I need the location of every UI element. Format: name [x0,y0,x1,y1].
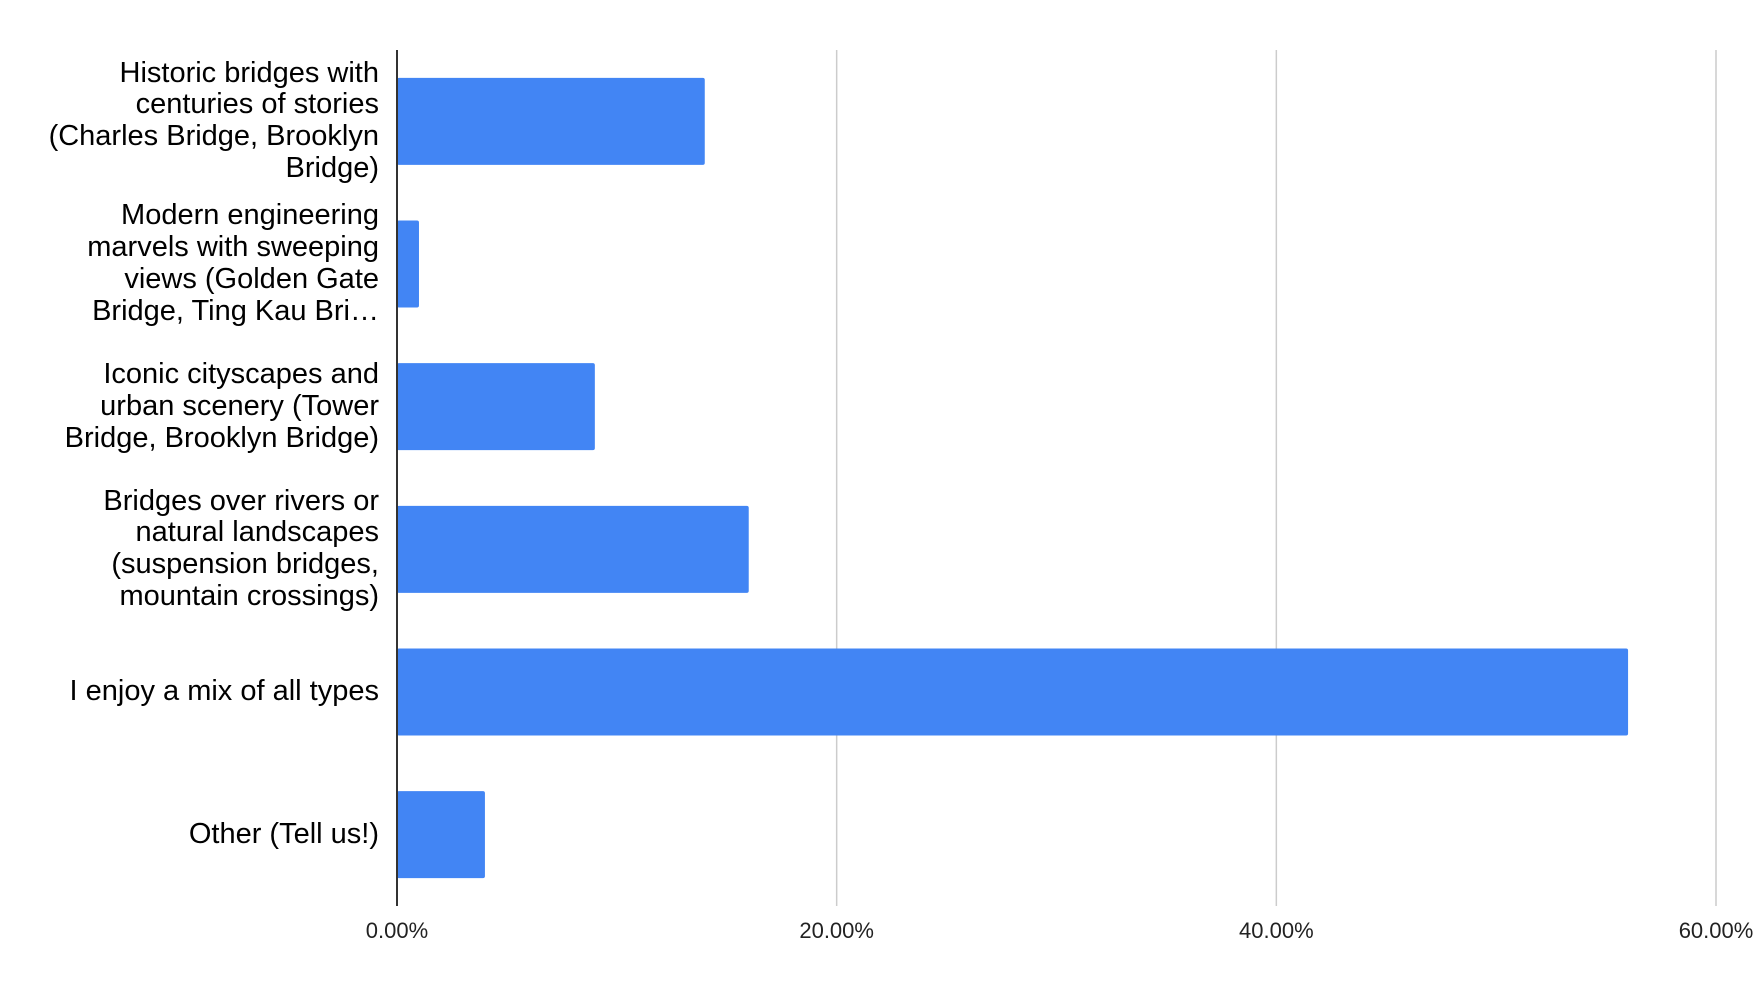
y-tick-label: Other (Tell us!) [188,817,379,850]
x-tick-label: 40.00% [1239,918,1314,943]
y-tick-label: Modern engineering marvels with sweeping… [87,199,379,327]
x-tick-label: 0.00% [366,918,428,943]
bar [397,791,485,879]
bar [397,648,1629,736]
bar [397,505,749,593]
x-tick-label: 60.00% [1679,918,1754,943]
y-tick-label: Iconic cityscapes and urban scenery (Tow… [64,357,379,454]
bar [397,220,419,308]
y-tick-label: Bridges over rivers or natural landscape… [103,484,379,613]
bar [397,363,595,451]
y-tick-label: Historic bridges with centuries of stori… [48,56,379,185]
x-tick-label: 20.00% [799,918,874,943]
bar [397,77,705,165]
y-tick-label: I enjoy a mix of all types [69,675,379,708]
